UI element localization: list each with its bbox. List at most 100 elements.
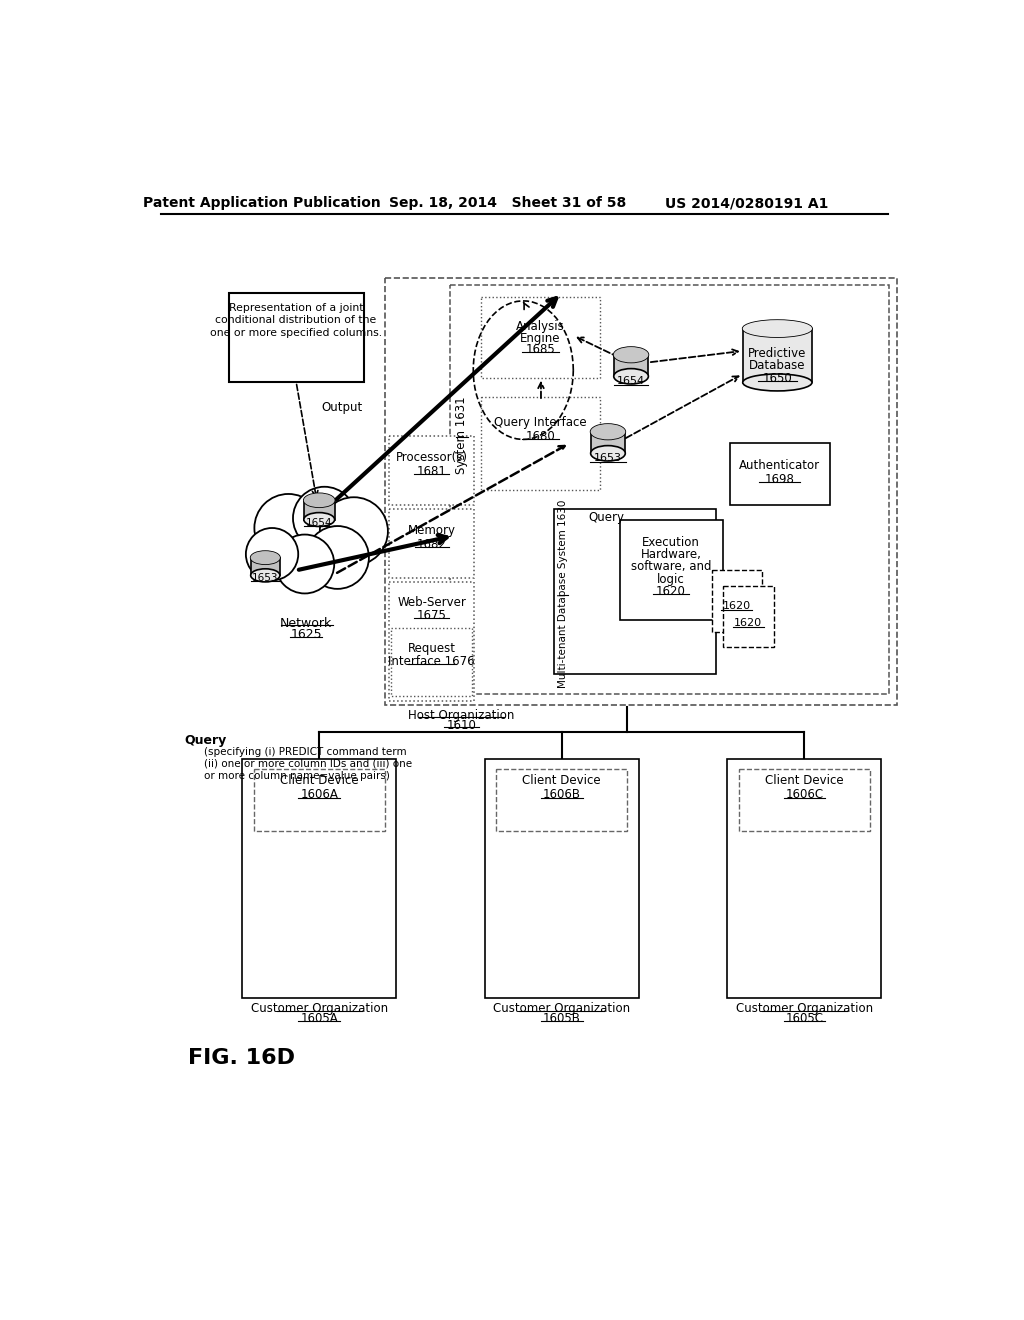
FancyBboxPatch shape — [481, 297, 600, 378]
Text: Authenticator: Authenticator — [739, 459, 820, 471]
Circle shape — [319, 498, 388, 565]
Circle shape — [275, 535, 334, 594]
FancyBboxPatch shape — [254, 770, 385, 830]
Text: Representation of a joint: Representation of a joint — [228, 304, 364, 313]
FancyBboxPatch shape — [243, 759, 396, 998]
Text: 1685: 1685 — [525, 343, 555, 356]
Text: 1653: 1653 — [594, 453, 622, 462]
FancyBboxPatch shape — [481, 397, 600, 490]
Ellipse shape — [304, 512, 335, 527]
Text: Client Device: Client Device — [765, 775, 844, 788]
FancyBboxPatch shape — [251, 557, 280, 576]
FancyBboxPatch shape — [229, 293, 364, 381]
Text: FIG. 16D: FIG. 16D — [188, 1048, 295, 1068]
Text: US 2014/0280191 A1: US 2014/0280191 A1 — [665, 197, 828, 210]
Text: 1606B: 1606B — [543, 788, 581, 801]
Text: 1605C: 1605C — [785, 1011, 823, 1024]
Text: 1654: 1654 — [306, 517, 333, 528]
Text: Engine: Engine — [520, 331, 560, 345]
Ellipse shape — [251, 552, 280, 564]
Circle shape — [293, 487, 355, 549]
Text: 1620: 1620 — [723, 601, 751, 611]
Text: Analysis: Analysis — [516, 321, 564, 333]
Text: Client Device: Client Device — [522, 775, 601, 788]
FancyBboxPatch shape — [712, 570, 762, 632]
FancyBboxPatch shape — [613, 355, 648, 376]
Text: software, and: software, and — [631, 560, 712, 573]
Text: 1698: 1698 — [765, 473, 795, 486]
FancyBboxPatch shape — [389, 508, 474, 578]
Ellipse shape — [613, 347, 648, 363]
Text: Query: Query — [184, 734, 226, 747]
Ellipse shape — [742, 321, 812, 337]
FancyBboxPatch shape — [389, 436, 474, 506]
Text: 1682: 1682 — [417, 539, 446, 550]
Text: (specifying (i) PREDICT command term: (specifying (i) PREDICT command term — [204, 747, 407, 758]
Ellipse shape — [591, 446, 626, 461]
Text: Query: Query — [589, 511, 625, 524]
FancyBboxPatch shape — [739, 770, 869, 830]
Circle shape — [306, 527, 369, 589]
FancyBboxPatch shape — [451, 285, 889, 693]
FancyBboxPatch shape — [724, 586, 773, 647]
Text: one or more specified columns.: one or more specified columns. — [210, 327, 382, 338]
Ellipse shape — [742, 321, 812, 337]
Text: 1650: 1650 — [763, 372, 793, 384]
Text: Database: Database — [750, 359, 806, 372]
Text: Predictive: Predictive — [749, 347, 807, 360]
Text: Interface 1676: Interface 1676 — [388, 655, 475, 668]
Text: 1680: 1680 — [525, 430, 555, 444]
FancyBboxPatch shape — [484, 759, 639, 998]
Text: Processor(s): Processor(s) — [395, 451, 468, 465]
Ellipse shape — [742, 374, 812, 391]
Text: 1620: 1620 — [656, 585, 686, 598]
Text: Patent Application Publication: Patent Application Publication — [142, 197, 380, 210]
Text: System 1631: System 1631 — [455, 397, 468, 474]
Text: logic: logic — [657, 573, 685, 586]
Circle shape — [254, 494, 323, 562]
Ellipse shape — [591, 424, 626, 440]
FancyBboxPatch shape — [391, 628, 472, 696]
Text: or more column name=value pairs): or more column name=value pairs) — [204, 771, 389, 780]
Text: 1675: 1675 — [417, 609, 446, 622]
Text: Multi-tenant Database System 1630: Multi-tenant Database System 1630 — [558, 499, 568, 688]
FancyBboxPatch shape — [497, 770, 628, 830]
Text: Network: Network — [280, 616, 332, 630]
FancyBboxPatch shape — [554, 508, 716, 675]
FancyBboxPatch shape — [385, 277, 897, 705]
Ellipse shape — [613, 347, 648, 363]
Text: Memory: Memory — [408, 524, 456, 537]
Text: Request: Request — [408, 642, 456, 655]
FancyBboxPatch shape — [304, 500, 335, 520]
Ellipse shape — [251, 569, 280, 582]
Ellipse shape — [613, 368, 648, 384]
Text: Customer Organization: Customer Organization — [736, 1002, 872, 1015]
Text: 1654: 1654 — [617, 376, 645, 385]
Text: Web-Server: Web-Server — [397, 595, 466, 609]
FancyBboxPatch shape — [389, 582, 474, 701]
Text: Client Device: Client Device — [280, 775, 358, 788]
Ellipse shape — [591, 424, 626, 440]
Text: Customer Organization: Customer Organization — [494, 1002, 631, 1015]
Text: 1610: 1610 — [446, 719, 476, 733]
FancyBboxPatch shape — [730, 444, 829, 506]
Text: 1605B: 1605B — [543, 1011, 581, 1024]
Text: (ii) one or more column IDs and (iii) one: (ii) one or more column IDs and (iii) on… — [204, 759, 412, 770]
Text: 1606A: 1606A — [300, 788, 338, 801]
Text: 1606C: 1606C — [785, 788, 823, 801]
FancyBboxPatch shape — [591, 432, 626, 453]
Text: 1681: 1681 — [417, 465, 446, 478]
Text: Query Interface: Query Interface — [494, 416, 587, 429]
Text: Host Organization: Host Organization — [409, 709, 515, 722]
Circle shape — [246, 528, 298, 581]
Text: 1620: 1620 — [734, 618, 762, 628]
Text: Output: Output — [322, 401, 362, 414]
Ellipse shape — [304, 494, 335, 507]
Text: Customer Organization: Customer Organization — [251, 1002, 388, 1015]
Text: Execution: Execution — [642, 536, 700, 549]
Ellipse shape — [251, 552, 280, 564]
Text: Hardware,: Hardware, — [641, 548, 701, 561]
FancyBboxPatch shape — [727, 759, 882, 998]
FancyBboxPatch shape — [742, 329, 812, 383]
Ellipse shape — [304, 494, 335, 507]
